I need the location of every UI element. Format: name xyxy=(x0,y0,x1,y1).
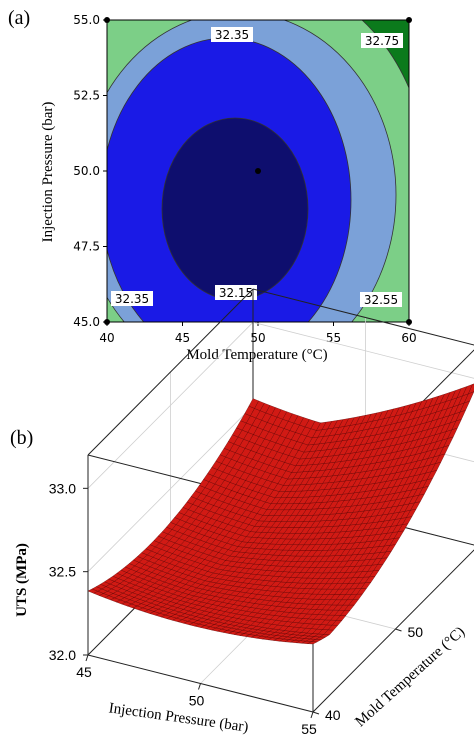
x-tick-label: 55 xyxy=(301,721,317,737)
x-tick-label: 40 xyxy=(99,331,114,345)
contour-label-bg xyxy=(111,291,153,306)
y-tick-label: 50.0 xyxy=(73,164,100,178)
y-tick-label: 47.5 xyxy=(73,240,100,254)
x-tick-mark xyxy=(85,654,89,662)
x-axis-title-a: Mold Temperature (°C) xyxy=(186,347,327,363)
x-tick-label: 60 xyxy=(401,331,416,345)
contour-label-bg xyxy=(215,285,257,300)
contour-label-bg xyxy=(211,27,253,42)
contour-label-bg xyxy=(360,292,402,307)
surface-plot: 32.0 32.5 33.0 45 50 55 40 50 60 xyxy=(49,288,474,737)
y-tick-label: 50 xyxy=(408,624,424,640)
box-edge xyxy=(252,288,474,346)
contour-label: 32.55 xyxy=(364,293,398,307)
contour-label-bg xyxy=(361,33,403,48)
y-tick-label: 45.0 xyxy=(73,315,100,329)
panel-label-b: (b) xyxy=(10,427,33,449)
x-axis-title-b: Injection Pressure (bar) xyxy=(108,700,250,735)
x-tick-label: 50 xyxy=(250,331,265,345)
surface-cell xyxy=(248,398,259,409)
panel-label-a: (a) xyxy=(8,7,30,29)
contour-label: 32.15 xyxy=(219,286,253,300)
x-tick-label: 50 xyxy=(189,693,205,709)
z-axis-title-b: UTS (MPa) xyxy=(14,543,30,617)
x-tick-label: 45 xyxy=(175,331,190,345)
x-tick-mark xyxy=(198,683,201,690)
design-point xyxy=(406,17,412,23)
box-edge xyxy=(87,288,254,456)
surface-mesh xyxy=(87,383,474,645)
contour-fills xyxy=(107,20,409,322)
contour-region-below-32.15 xyxy=(161,117,309,301)
y-tick-label: 55.0 xyxy=(73,13,100,27)
y-tick-mark xyxy=(395,628,402,632)
x-tick-mark xyxy=(310,711,314,719)
x-tick-label: 45 xyxy=(76,664,92,680)
y-tick-label: 52.5 xyxy=(73,89,100,103)
z-tick-label: 32.0 xyxy=(49,647,76,663)
contour-label: 32.35 xyxy=(215,28,249,42)
design-point xyxy=(255,168,261,174)
contour-label: 32.75 xyxy=(365,34,399,48)
z-tick-label: 32.5 xyxy=(49,564,76,580)
y-axis-title-a: Injection Pressure (bar) xyxy=(40,102,56,243)
y-tick-label: 40 xyxy=(325,707,341,723)
contour-label: 32.35 xyxy=(115,292,149,306)
z-tick-label: 33.0 xyxy=(49,480,76,496)
y-tick-mark xyxy=(312,711,320,715)
